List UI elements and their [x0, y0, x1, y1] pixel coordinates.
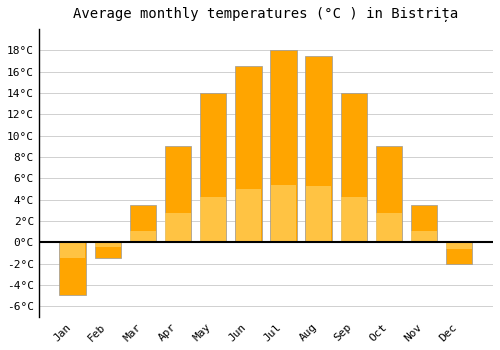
Bar	[200, 93, 226, 242]
Bar	[60, 242, 86, 258]
Bar	[270, 185, 296, 242]
Bar	[60, 242, 86, 295]
Bar	[411, 205, 438, 242]
Bar	[306, 56, 332, 242]
Bar	[165, 214, 191, 242]
Bar	[270, 50, 296, 242]
Bar	[446, 242, 472, 264]
Bar	[376, 214, 402, 242]
Bar	[412, 231, 437, 242]
Bar	[235, 66, 262, 242]
Bar	[130, 205, 156, 242]
Bar	[306, 186, 332, 242]
Bar	[340, 93, 367, 242]
Bar	[236, 189, 261, 242]
Bar	[341, 197, 366, 242]
Bar	[94, 242, 121, 258]
Bar	[200, 197, 226, 242]
Bar	[376, 146, 402, 242]
Title: Average monthly temperatures (°C ) in Bistrița: Average monthly temperatures (°C ) in Bi…	[74, 7, 458, 22]
Bar	[446, 242, 472, 248]
Bar	[130, 231, 156, 242]
Bar	[165, 146, 191, 242]
Bar	[95, 242, 120, 247]
